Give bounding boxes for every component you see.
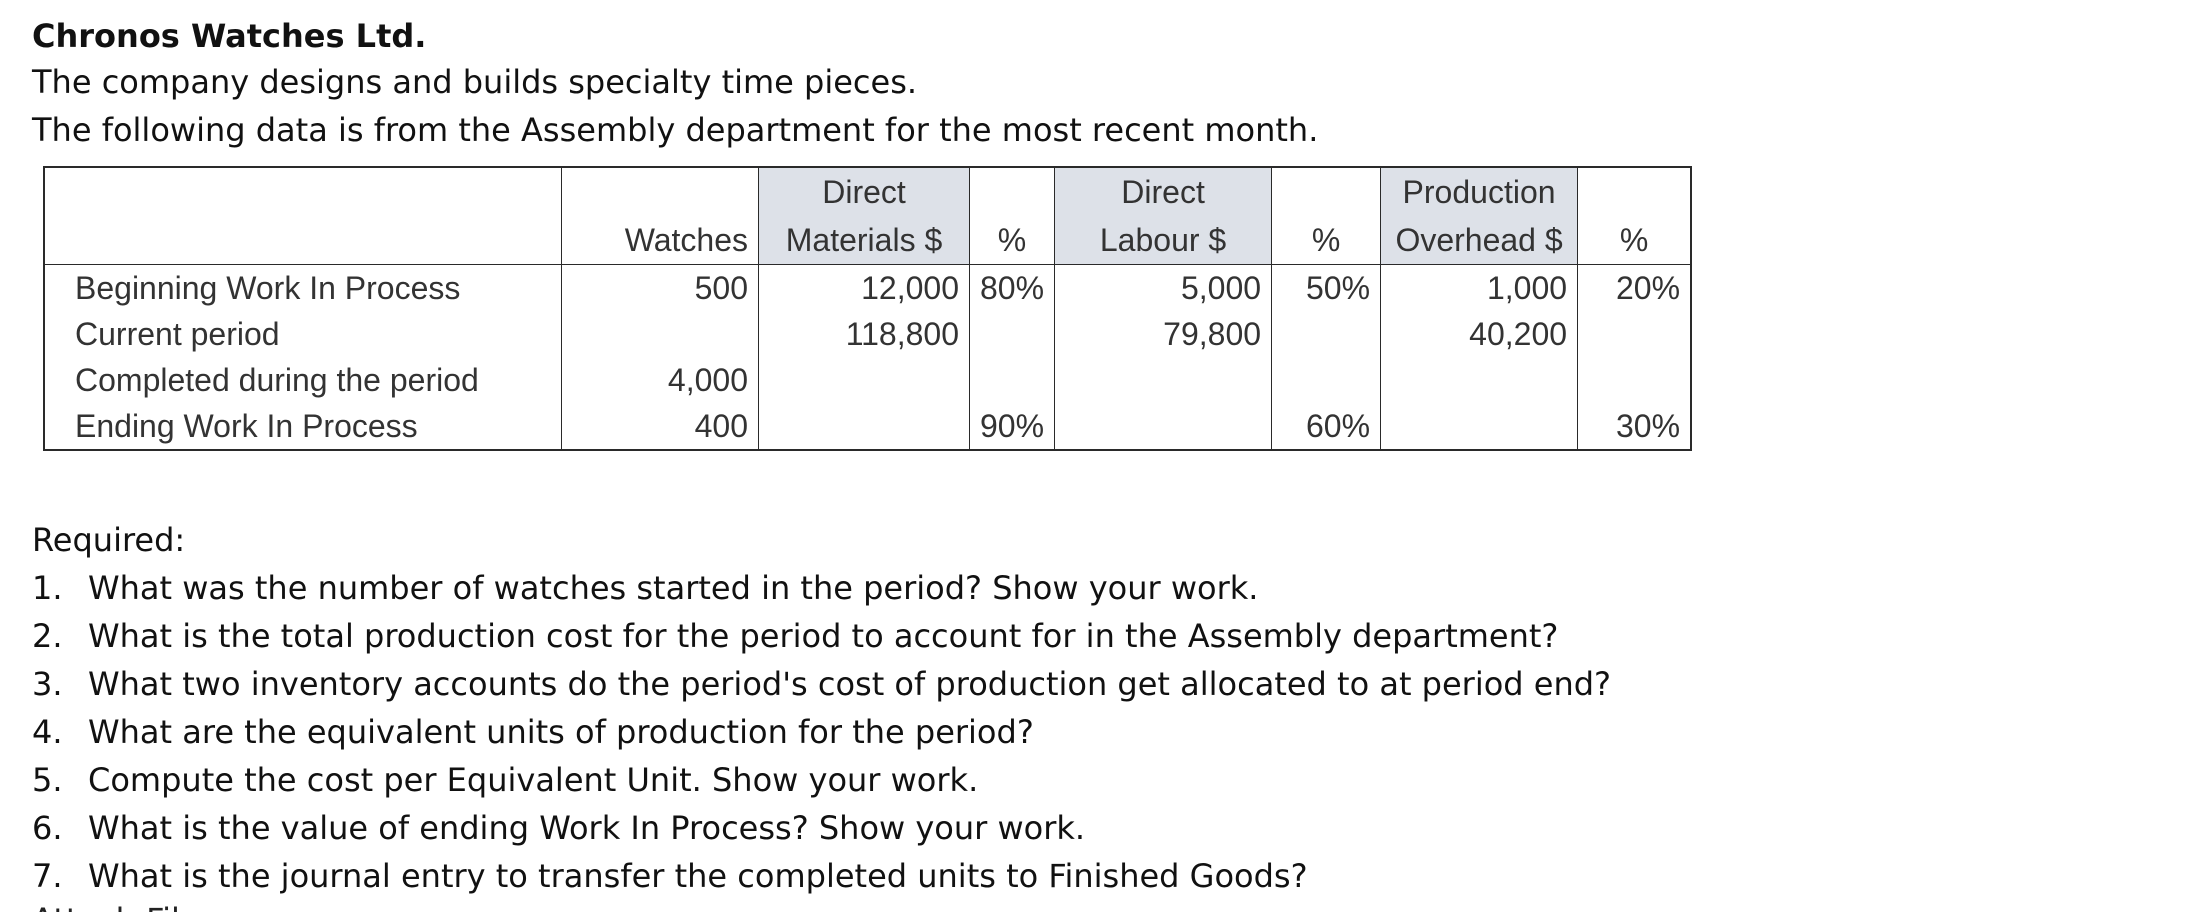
attach-file-link[interactable]: Attach File <box>32 896 200 912</box>
question-number: 2. <box>32 617 63 655</box>
list-item: 3. What two inventory accounts do the per… <box>32 660 2132 708</box>
cell-watches: 4,000 <box>561 357 759 403</box>
table-row: Current period 118,800 79,800 40,200 <box>44 311 1692 357</box>
header-cell-dl-pct-top <box>1271 167 1381 216</box>
list-item: 2. What is the total production cost for … <box>32 612 2132 660</box>
header-cell-oh-pct: % <box>1577 216 1692 265</box>
row-label: Completed during the period <box>75 362 479 398</box>
row-label: Beginning Work In Process <box>75 270 461 306</box>
required-heading: Required: <box>32 521 186 559</box>
question-number: 1. <box>32 569 63 607</box>
question-text: What is the journal entry to transfer th… <box>88 857 1308 895</box>
document-page: Chronos Watches Ltd. The company designs… <box>32 14 2172 154</box>
cell-direct-materials: 12,000 <box>758 264 970 311</box>
header-cell-production-overhead-top: Production <box>1380 167 1578 216</box>
cell-dl-pct <box>1271 357 1381 403</box>
document-title: Chronos Watches Ltd. <box>32 17 427 55</box>
list-item: 4. What are the equivalent units of produ… <box>32 708 2132 756</box>
header-cell-watches-top <box>561 167 759 216</box>
list-item: 7. What is the journal entry to transfer … <box>32 852 2132 900</box>
header-cell-empty <box>44 216 562 265</box>
cell-watches: 500 <box>561 264 759 311</box>
cell-production-overhead <box>1380 357 1578 403</box>
cell-oh-pct <box>1577 311 1692 357</box>
cell-production-overhead: 40,200 <box>1380 311 1578 357</box>
cell-dm-pct: 90% <box>968 403 1055 450</box>
question-number: 3. <box>32 665 63 703</box>
cell-direct-materials <box>758 403 970 450</box>
list-item: 6. What is the value of ending Work In Pr… <box>32 804 2132 852</box>
table-header-row: Direct Direct Production <box>44 167 1692 216</box>
required-section: Required: 1. What was the number of watch… <box>32 516 2132 900</box>
cell-oh-pct <box>1577 357 1692 403</box>
header-cell-oh-pct-top <box>1577 167 1692 216</box>
table-row: Beginning Work In Process 500 12,000 80%… <box>44 264 1692 311</box>
table-row: Completed during the period 4,000 <box>44 357 1692 403</box>
question-number: 5. <box>32 761 63 799</box>
table-row: Ending Work In Process 400 90% 60% 30% <box>44 403 1692 450</box>
cell-oh-pct: 30% <box>1577 403 1692 450</box>
question-number: 4. <box>32 713 63 751</box>
cell-dm-pct <box>968 311 1055 357</box>
cell-dl-pct: 50% <box>1271 264 1381 311</box>
assembly-data-table: Direct Direct Production Watches Materia… <box>43 166 1693 451</box>
question-number: 6. <box>32 809 63 847</box>
header-cell-direct-materials-top: Direct <box>758 167 970 216</box>
cell-direct-labour <box>1054 357 1272 403</box>
row-label: Ending Work In Process <box>75 408 418 444</box>
question-text: What is the value of ending Work In Proc… <box>88 809 1086 847</box>
cell-production-overhead: 1,000 <box>1380 264 1578 311</box>
header-cell-production-overhead: Overhead $ <box>1380 216 1578 265</box>
cell-dm-pct: 80% <box>968 264 1055 311</box>
row-label: Current period <box>75 316 280 352</box>
cell-direct-materials <box>758 357 970 403</box>
header-cell-direct-materials: Materials $ <box>758 216 970 265</box>
question-text: Compute the cost per Equivalent Unit. Sh… <box>88 761 979 799</box>
intro-line-1: The company designs and builds specialty… <box>32 63 918 101</box>
intro-line-2: The following data is from the Assembly … <box>32 111 1319 149</box>
cell-production-overhead <box>1380 403 1578 450</box>
header-cell-dm-pct: % <box>968 216 1055 265</box>
cell-watches <box>561 311 759 357</box>
question-number: 7. <box>32 857 63 895</box>
cell-direct-labour: 79,800 <box>1054 311 1272 357</box>
cell-direct-labour <box>1054 403 1272 450</box>
question-text: What two inventory accounts do the perio… <box>88 665 1612 703</box>
header-cell-direct-labour-top: Direct <box>1054 167 1272 216</box>
header-cell-watches: Watches <box>561 216 759 265</box>
header-cell-dl-pct: % <box>1271 216 1381 265</box>
question-list: 1. What was the number of watches started… <box>32 564 2132 900</box>
cell-dl-pct <box>1271 311 1381 357</box>
list-item: 5. Compute the cost per Equivalent Unit. … <box>32 756 2132 804</box>
question-text: What are the equivalent units of product… <box>88 713 1034 751</box>
header-cell-empty <box>44 167 562 216</box>
cell-direct-materials: 118,800 <box>758 311 970 357</box>
table-header-row: Watches Materials $ % Labour $ % Overhea… <box>44 216 1692 265</box>
list-item: 1. What was the number of watches started… <box>32 564 2132 612</box>
question-text: What was the number of watches started i… <box>88 569 1259 607</box>
cell-oh-pct: 20% <box>1577 264 1692 311</box>
header-cell-direct-labour: Labour $ <box>1054 216 1272 265</box>
cell-dm-pct <box>968 357 1055 403</box>
cell-dl-pct: 60% <box>1271 403 1381 450</box>
cell-watches: 400 <box>561 403 759 450</box>
question-text: What is the total production cost for th… <box>88 617 1559 655</box>
header-cell-dm-pct-top <box>968 167 1055 216</box>
cell-direct-labour: 5,000 <box>1054 264 1272 311</box>
